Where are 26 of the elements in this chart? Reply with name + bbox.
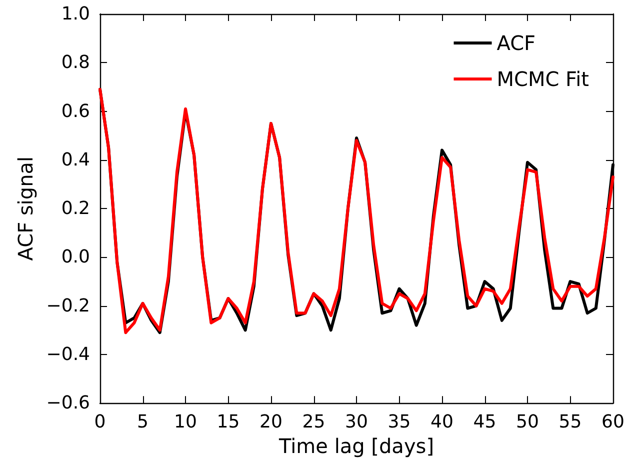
x-axis-title: Time lag [days]	[278, 434, 434, 458]
x-tick-label: 30	[345, 412, 368, 433]
y-tick-label: 0.4	[61, 149, 90, 170]
x-tick-label: 55	[558, 412, 582, 433]
y-tick-label: 0.2	[61, 198, 90, 220]
x-tick-label: 45	[473, 412, 496, 433]
x-tick-label: 40	[430, 412, 454, 433]
y-tick-label: −0.6	[46, 392, 90, 414]
y-tick-label: −0.2	[46, 295, 90, 316]
x-tick-label: 5	[137, 412, 148, 433]
x-tick-label: 20	[260, 412, 282, 433]
y-tick-label: 0.0	[61, 246, 90, 268]
x-tick-label: 0	[94, 412, 106, 433]
x-tick-label: 15	[216, 412, 240, 433]
x-tick-label: 10	[174, 412, 197, 433]
legend-label: MCMC Fit	[496, 67, 590, 91]
y-tick-label: 0.8	[61, 52, 90, 74]
x-tick-label: 25	[302, 412, 326, 433]
x-tick-label: 50	[516, 412, 539, 433]
x-tick-label: 60	[602, 412, 624, 433]
y-tick-label: −0.4	[46, 344, 90, 365]
legend-label: ACF	[496, 31, 536, 55]
y-tick-label: 1.0	[61, 4, 90, 24]
y-axis-title: ACF signal	[13, 156, 38, 261]
x-tick-label: 35	[388, 412, 411, 433]
y-tick-label: 0.6	[61, 100, 90, 122]
